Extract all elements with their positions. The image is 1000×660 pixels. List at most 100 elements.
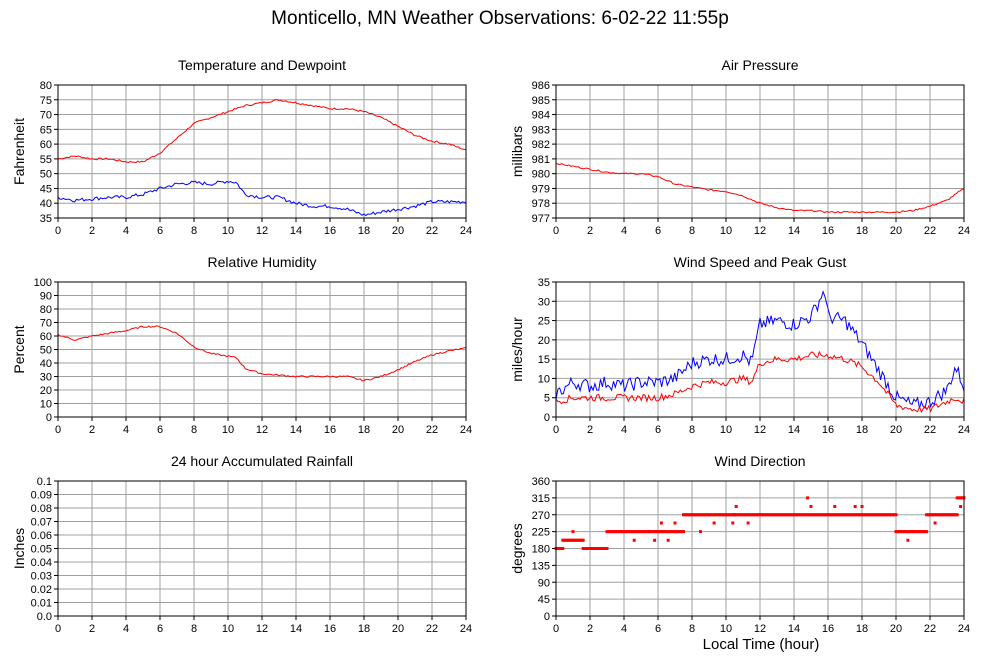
data-point (632, 538, 636, 542)
y-tick-label: 50 (40, 169, 52, 181)
x-tick-label: 20 (890, 225, 902, 237)
data-point (806, 496, 810, 500)
chart-title: Air Pressure (721, 57, 798, 73)
x-tick-label: 18 (358, 225, 370, 237)
y-tick-label: 30 (40, 372, 52, 384)
x-tick-label: 16 (324, 623, 336, 635)
y-tick-label: 0 (544, 412, 550, 424)
y-tick-label: 40 (40, 358, 52, 370)
x-tick-label: 8 (191, 225, 197, 237)
shared-x-axis-label: Local Time (hour) (702, 636, 820, 653)
x-tick-label: 20 (890, 623, 902, 635)
chart-title: Relative Humidity (208, 254, 317, 270)
y-tick-label: 0.09 (31, 490, 52, 502)
data-point (959, 505, 963, 508)
data-point (746, 521, 750, 525)
x-tick-label: 2 (587, 424, 593, 436)
x-tick-label: 12 (754, 225, 766, 237)
series-line (555, 350, 965, 414)
y-tick-label: 0 (46, 412, 52, 424)
data-point (860, 505, 864, 508)
x-tick-label: 20 (392, 225, 404, 237)
page-title: Monticello, MN Weather Observations: 6-0… (271, 8, 729, 29)
x-tick-label: 8 (191, 623, 197, 635)
x-tick-label: 4 (621, 225, 627, 237)
x-tick-label: 14 (788, 225, 800, 237)
y-tick-label: 980 (532, 169, 550, 181)
y-tick-label: 270 (532, 510, 550, 522)
x-tick-label: 12 (754, 424, 766, 436)
series-line (57, 325, 467, 382)
y-tick-label: 55 (40, 154, 52, 166)
x-tick-label: 14 (788, 424, 800, 436)
x-tick-label: 0 (553, 424, 559, 436)
data-point (955, 513, 959, 517)
data-point (699, 530, 702, 534)
x-tick-label: 22 (426, 623, 438, 635)
x-tick-label: 0 (55, 623, 61, 635)
data-point (731, 521, 735, 525)
plot-frame (57, 480, 467, 617)
x-tick-label: 10 (222, 225, 234, 237)
y-tick-label: 0.08 (31, 503, 52, 515)
y-tick-label: 100 (34, 277, 52, 289)
y-tick-label: 985 (532, 95, 550, 107)
data-point (809, 505, 813, 508)
x-tick-label: 20 (392, 623, 404, 635)
y-tick-label: 0.01 (31, 598, 52, 610)
x-tick-label: 12 (256, 424, 268, 436)
y-tick-label: 983 (532, 124, 550, 136)
y-tick-label: 80 (40, 80, 52, 92)
x-tick-label: 22 (924, 623, 936, 635)
y-tick-label: 979 (532, 183, 550, 195)
x-tick-label: 2 (89, 623, 95, 635)
y-tick-label: 0 (544, 611, 550, 623)
plot-frame (555, 84, 965, 219)
data-point (673, 521, 677, 525)
x-tick-label: 10 (720, 623, 732, 635)
y-tick-label: 75 (40, 95, 52, 107)
y-axis-label: miles/hour (509, 317, 525, 382)
y-tick-label: 70 (40, 318, 52, 330)
series-line (555, 162, 965, 214)
data-point (653, 538, 657, 542)
x-tick-label: 22 (426, 225, 438, 237)
x-tick-label: 4 (123, 424, 129, 436)
chart-title: 24 hour Accumulated Rainfall (171, 453, 353, 469)
y-tick-label: 80 (40, 304, 52, 316)
x-tick-label: 6 (655, 424, 661, 436)
data-point (581, 538, 585, 542)
data-point (853, 505, 857, 508)
y-tick-label: 0.04 (31, 557, 52, 569)
y-tick-label: 978 (532, 198, 550, 210)
x-tick-label: 24 (460, 225, 472, 237)
x-tick-label: 24 (958, 424, 970, 436)
y-tick-label: 984 (532, 110, 550, 122)
y-tick-label: 90 (538, 577, 550, 589)
x-tick-label: 22 (924, 424, 936, 436)
data-point (712, 521, 716, 525)
x-tick-label: 24 (460, 424, 472, 436)
y-axis-label: millibars (509, 126, 525, 177)
y-tick-label: 981 (532, 154, 550, 166)
x-tick-label: 0 (553, 623, 559, 635)
y-axis-label: Percent (11, 325, 27, 373)
y-tick-label: 20 (538, 335, 550, 347)
data-point (561, 547, 565, 550)
x-tick-label: 6 (655, 225, 661, 237)
y-tick-label: 40 (40, 198, 52, 210)
y-tick-label: 10 (40, 399, 52, 411)
y-tick-label: 180 (532, 544, 550, 556)
y-axis-label: Fahrenheit (11, 118, 27, 185)
x-tick-label: 16 (822, 225, 834, 237)
x-tick-label: 24 (958, 623, 970, 635)
plot-frame (555, 480, 965, 617)
data-point (734, 505, 738, 508)
data-point (571, 530, 575, 534)
y-tick-label: 0.05 (31, 544, 52, 556)
y-tick-label: 5 (544, 393, 550, 405)
y-tick-label: 50 (40, 345, 52, 357)
